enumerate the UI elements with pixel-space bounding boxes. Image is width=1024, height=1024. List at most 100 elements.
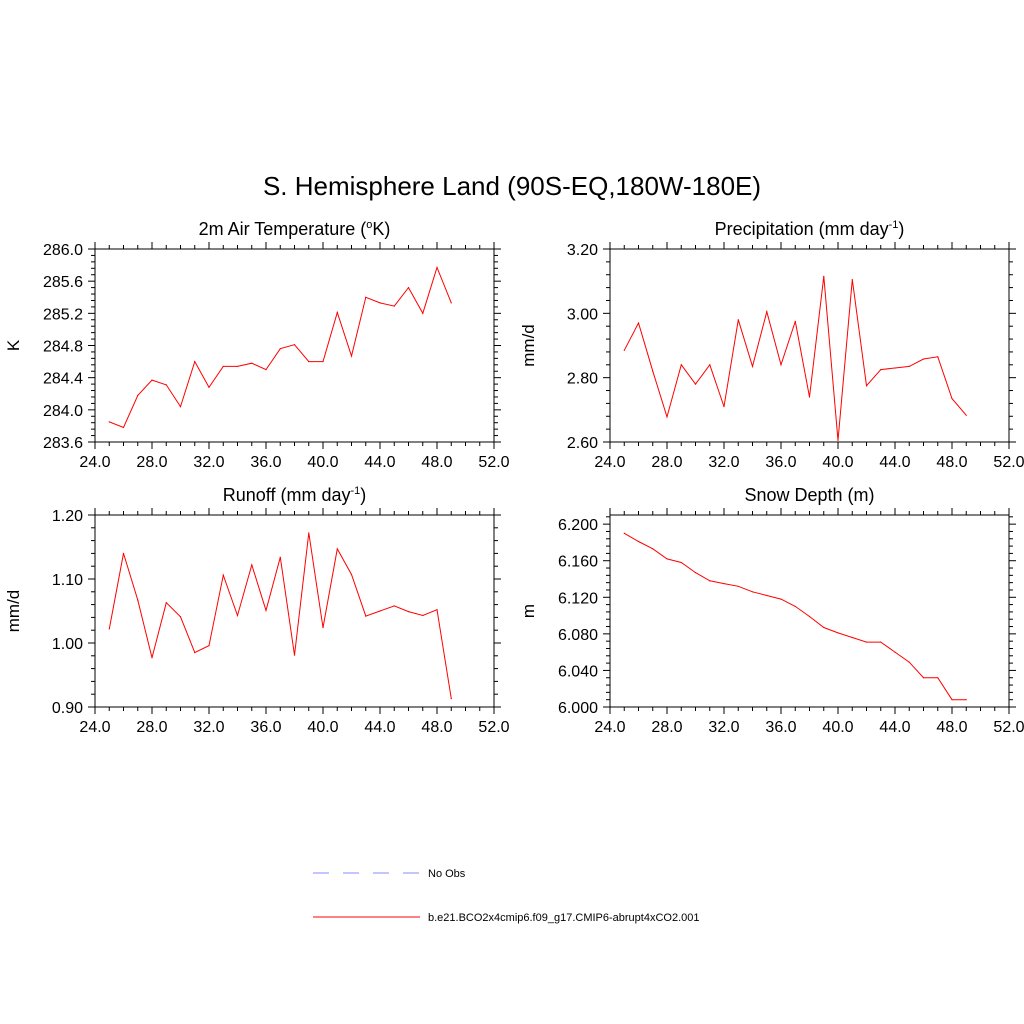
- data-point-precipitation: [737, 319, 739, 321]
- data-point-temperature: [122, 426, 125, 429]
- y-axis-label-precipitation: mm/d: [519, 324, 538, 367]
- data-point-precipitation: [837, 439, 839, 441]
- data-point-temperature: [350, 355, 353, 357]
- y-tick-label-temperature: 283.6: [43, 435, 83, 452]
- data-point-runoff: [308, 532, 310, 534]
- data-point-temperature: [251, 362, 253, 364]
- plot-frame-precipitation: [609, 248, 1010, 443]
- data-point-runoff: [208, 644, 210, 647]
- data-point-runoff: [322, 627, 324, 629]
- x-tick-label-temperature: 32.0: [193, 454, 224, 471]
- data-point-precipitation: [851, 278, 853, 281]
- data-point-runoff: [293, 654, 296, 656]
- data-point-runoff: [279, 556, 281, 558]
- data-point-temperature: [322, 360, 324, 363]
- panel-snow-depth: 24.0 28.0 32.0 36.0 40.0 44.0 48.0 52.0 6.000 6.0…: [519, 485, 1024, 736]
- data-point-precipitation: [680, 364, 682, 366]
- x-tick-label-snow-depth: 32.0: [708, 719, 739, 736]
- y-tick-label-runoff: 0.90: [52, 700, 83, 717]
- data-point-snow-depth: [837, 632, 839, 634]
- data-point-precipitation: [823, 275, 825, 277]
- data-point-runoff: [122, 552, 125, 555]
- data-point-runoff: [108, 628, 110, 630]
- data-point-runoff: [222, 574, 224, 576]
- data-point-temperature: [108, 421, 110, 423]
- data-point-runoff: [407, 611, 410, 613]
- panel-temperature: 24.0 28.0 32.0 36.0 40.0 44.0 48.0 52.0 283.6 284…: [4, 219, 510, 471]
- panel-title-temperature: 2m Air Temperature (oK): [199, 219, 391, 239]
- data-point-temperature: [393, 305, 395, 307]
- y-tick-label-snow-depth: 6.040: [558, 663, 598, 680]
- y-tick-label-precipitation: 2.60: [567, 435, 598, 452]
- x-tick-label-precipitation: 48.0: [936, 454, 967, 471]
- data-point-precipitation: [794, 320, 796, 322]
- x-tick-label-temperature: 40.0: [307, 454, 338, 471]
- y-tick-label-temperature: 284.8: [43, 339, 83, 356]
- data-point-temperature: [379, 302, 381, 304]
- panel-title-text: Snow Depth (m): [744, 485, 874, 505]
- data-point-precipitation: [937, 356, 939, 358]
- data-point-temperature: [336, 311, 338, 314]
- data-point-precipitation: [880, 369, 882, 371]
- x-tick-label-runoff: 32.0: [193, 719, 224, 736]
- data-point-temperature: [137, 394, 139, 396]
- data-point-snow-depth: [666, 558, 668, 560]
- data-point-precipitation: [908, 365, 910, 368]
- data-point-snow-depth: [880, 641, 882, 643]
- y-tick-label-temperature: 284.4: [43, 371, 83, 388]
- x-tick-label-snow-depth: 36.0: [765, 719, 796, 736]
- x-tick-label-runoff: 24.0: [79, 719, 110, 736]
- data-point-temperature: [194, 360, 196, 363]
- panel-title-suffix: ): [898, 219, 904, 239]
- x-tick-label-precipitation: 28.0: [651, 454, 682, 471]
- x-tick-label-runoff: 48.0: [421, 719, 452, 736]
- panel-title-text: 2m Air Temperature (: [199, 219, 367, 239]
- data-point-runoff: [151, 657, 153, 659]
- data-point-runoff: [393, 605, 395, 607]
- data-point-snow-depth: [865, 641, 868, 643]
- y-tick-label-snow-depth: 6.080: [558, 627, 598, 644]
- data-point-temperature: [265, 369, 267, 371]
- data-point-snow-depth: [680, 561, 682, 564]
- data-point-temperature: [222, 365, 224, 368]
- legend-no-obs-label: No Obs: [428, 868, 466, 880]
- x-tick-label-temperature: 44.0: [364, 454, 395, 471]
- data-point-snow-depth: [851, 636, 853, 639]
- data-point-precipitation: [808, 396, 811, 398]
- x-tick-label-snow-depth: 40.0: [822, 719, 853, 736]
- data-point-precipitation: [652, 370, 654, 372]
- data-point-temperature: [208, 386, 210, 388]
- data-point-snow-depth: [637, 540, 640, 543]
- y-tick-label-temperature: 284.0: [43, 403, 83, 420]
- data-point-snow-depth: [694, 572, 697, 574]
- data-point-precipitation: [894, 367, 896, 369]
- legend-run-label: b.e21.BCO2x4cmip6.f09_g17.CMIP6-abrupt4x…: [428, 912, 700, 924]
- x-tick-label-precipitation: 40.0: [822, 454, 853, 471]
- data-point-snow-depth: [937, 677, 939, 679]
- data-point-snow-depth: [894, 651, 896, 653]
- data-point-runoff: [251, 564, 253, 566]
- data-point-precipitation: [723, 406, 725, 408]
- data-point-snow-depth: [751, 591, 754, 593]
- panel-title-superscript: -1: [350, 485, 360, 497]
- data-point-temperature: [308, 360, 310, 363]
- x-tick-label-runoff: 52.0: [478, 719, 509, 736]
- data-point-temperature: [436, 266, 438, 269]
- y-axis-label-temperature: K: [4, 339, 23, 351]
- data-point-precipitation: [694, 383, 697, 385]
- x-tick-label-snow-depth: 24.0: [594, 719, 625, 736]
- x-tick-label-precipitation: 52.0: [993, 454, 1024, 471]
- data-point-runoff: [179, 616, 182, 618]
- x-tick-label-temperature: 24.0: [79, 454, 110, 471]
- x-tick-label-snow-depth: 28.0: [651, 719, 682, 736]
- y-tick-label-temperature: 285.6: [43, 274, 83, 291]
- y-tick-label-snow-depth: 6.000: [558, 700, 598, 717]
- data-point-runoff: [379, 610, 381, 612]
- data-point-precipitation: [709, 364, 711, 366]
- data-point-runoff: [336, 548, 338, 550]
- data-point-runoff: [194, 652, 196, 654]
- data-point-precipitation: [865, 385, 868, 387]
- y-tick-label-temperature: 286.0: [43, 242, 83, 259]
- data-point-precipitation: [751, 365, 754, 368]
- y-tick-label-runoff: 1.10: [52, 572, 83, 589]
